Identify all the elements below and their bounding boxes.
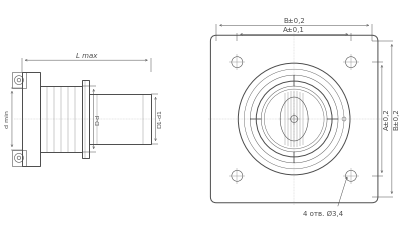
Text: B±0,2: B±0,2	[394, 108, 400, 130]
Text: B±0,2: B±0,2	[283, 18, 305, 24]
Text: D1-d1: D1-d1	[158, 109, 162, 129]
Bar	[12, 72, 26, 88]
Bar	[12, 150, 26, 166]
Bar	[22, 72, 40, 166]
Text: L max: L max	[76, 53, 97, 59]
Text: 4 отв. Ø3,4: 4 отв. Ø3,4	[303, 211, 343, 217]
Bar	[40, 86, 82, 152]
FancyBboxPatch shape	[210, 35, 378, 203]
Text: D-d: D-d	[96, 114, 101, 124]
Bar	[82, 80, 89, 158]
Text: d min: d min	[6, 110, 10, 128]
Text: A±0,2: A±0,2	[384, 108, 390, 130]
Bar	[89, 94, 150, 144]
Text: A±0,1: A±0,1	[283, 27, 305, 33]
